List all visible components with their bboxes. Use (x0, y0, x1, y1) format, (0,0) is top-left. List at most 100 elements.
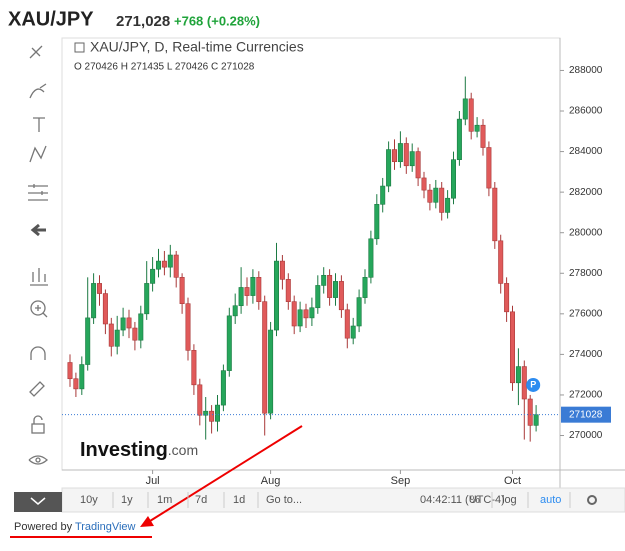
candle-body (138, 313, 144, 341)
tool-icon[interactable] (29, 83, 47, 99)
candle-body (504, 283, 510, 313)
toolbar-item[interactable]: 1y (121, 494, 133, 506)
y-tick-label: 270000 (569, 430, 603, 441)
candle-body (403, 143, 409, 167)
change: +768 (+0.28%) (174, 13, 260, 28)
tool-icon[interactable] (29, 145, 47, 163)
left-toolbar (28, 45, 48, 465)
candle-body (291, 301, 297, 327)
tool-icon[interactable] (30, 268, 48, 286)
candle-body (262, 301, 268, 414)
bottom-toolbar (61, 487, 625, 513)
candle-body (309, 307, 315, 319)
tool-icon[interactable] (28, 184, 48, 201)
footer: Powered by TradingView (14, 521, 136, 533)
candle-body (273, 260, 279, 331)
candle-body (397, 143, 403, 163)
logo: Investing.com (80, 439, 198, 461)
toolbar-item[interactable]: 04:42:11 (UTC-4) (420, 494, 505, 506)
toolbar-item[interactable]: log (502, 494, 517, 506)
tool-icon[interactable] (33, 117, 45, 132)
footer-link[interactable]: TradingView (75, 521, 136, 533)
tool-icon[interactable] (30, 346, 46, 360)
last-price-box (561, 406, 611, 423)
toolbar-item[interactable]: 1m (157, 494, 172, 506)
candle-body (515, 366, 521, 384)
candle-body (427, 189, 433, 203)
toolbar-item[interactable]: 1d (233, 494, 245, 506)
candle-body (338, 281, 344, 311)
plot-frame (61, 37, 561, 471)
candle-body (327, 274, 333, 298)
candle-body (179, 277, 185, 304)
candle-body (215, 404, 221, 422)
candle-body (91, 283, 97, 319)
tool-icon[interactable] (28, 455, 48, 465)
candle-body (386, 149, 392, 187)
y-tick-label: 282000 (569, 187, 603, 198)
candle-body (321, 274, 327, 286)
candle-body (285, 279, 291, 302)
candle-body (73, 378, 79, 390)
candle-body (67, 362, 73, 380)
candle-body (268, 329, 274, 414)
symbol: XAU/JPY (8, 8, 94, 30)
last-price-label: 271028 (569, 409, 603, 420)
settings-icon[interactable] (587, 495, 597, 505)
candle-body (79, 364, 85, 390)
candle-body (279, 260, 285, 280)
tool-icon[interactable] (31, 423, 45, 434)
candle-body (356, 297, 362, 327)
toolbar-item[interactable]: Go to... (266, 494, 302, 506)
y-tick-label: 280000 (569, 227, 603, 238)
candle-body (120, 317, 126, 331)
candle-body (486, 147, 492, 189)
candle-body (533, 414, 539, 426)
collapse-button[interactable] (14, 492, 62, 512)
toolbar-item[interactable]: 10y (80, 494, 98, 506)
logo-main: Investing (80, 439, 168, 461)
legend-toggle[interactable] (74, 42, 85, 53)
toolbar-item[interactable]: auto (540, 494, 561, 506)
candle-body (433, 187, 439, 203)
candle-body (185, 303, 191, 351)
candle-body (415, 151, 421, 179)
candle-body (303, 309, 309, 319)
y-tick-label: 284000 (569, 146, 603, 157)
x-tick-label: Aug (261, 475, 281, 487)
candle-body (150, 268, 156, 284)
toolbar-item[interactable]: 7d (195, 494, 207, 506)
candle-body (468, 98, 474, 132)
candle-body (114, 329, 120, 347)
candle-body (492, 187, 498, 242)
candle-body (439, 187, 445, 213)
collapse-icon (30, 497, 46, 505)
tool-icon[interactable] (30, 300, 46, 316)
candle-body (368, 238, 374, 278)
candle-body (173, 254, 179, 278)
ohlc-legend: O 270426 H 271435 L 270426 C 271028 (74, 62, 255, 73)
y-tick-label: 288000 (569, 65, 603, 76)
candle-body (197, 384, 203, 416)
candle-body (126, 317, 132, 329)
tool-icon[interactable] (29, 381, 45, 397)
candle-body (391, 149, 397, 163)
candle-body (462, 98, 468, 120)
y-tick-label: 272000 (569, 390, 603, 401)
candle-body (474, 124, 480, 132)
marker-label: P (530, 379, 536, 389)
tool-icon[interactable] (29, 45, 43, 59)
candle-body (297, 309, 303, 327)
candle-body (445, 197, 451, 213)
candle-body (238, 287, 244, 307)
candle-body (421, 177, 427, 191)
candle-body (167, 254, 173, 268)
candle-body (244, 287, 250, 296)
candle-body (232, 305, 238, 317)
candle-body (144, 283, 150, 315)
tool-icon[interactable] (30, 223, 46, 237)
candle-body (226, 315, 232, 371)
y-tick-label: 276000 (569, 308, 603, 319)
toolbar-item[interactable]: % (470, 494, 480, 506)
